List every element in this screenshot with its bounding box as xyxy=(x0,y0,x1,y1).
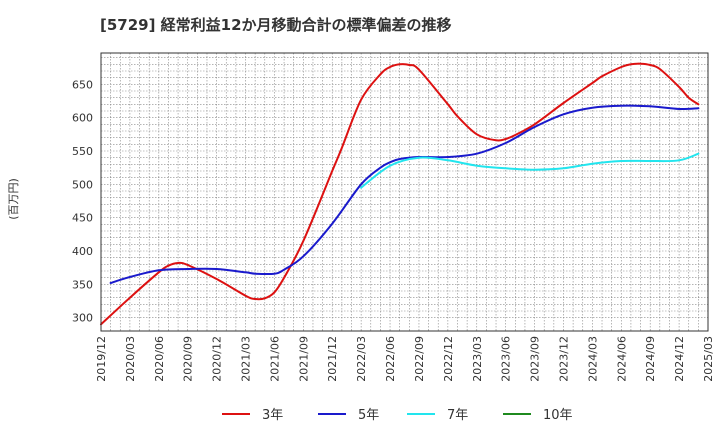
x-tick-label: 2020/12 xyxy=(211,336,224,382)
series-layer xyxy=(100,62,700,326)
x-tick-label: 2020/03 xyxy=(124,336,137,382)
y-tick-label: 600 xyxy=(72,112,93,125)
x-tick-label: 2024/09 xyxy=(644,336,657,382)
y-tick-labels: 300 350 400 450 500 550 600 650 xyxy=(72,78,93,324)
y-tick-label: 650 xyxy=(72,78,93,91)
legend-label-2: 5年 xyxy=(358,408,379,423)
y-tick-label: 500 xyxy=(72,178,93,191)
x-tick-label: 2020/09 xyxy=(182,336,195,382)
plot-area-border xyxy=(100,52,709,332)
legend-label-4: 10年 xyxy=(543,408,573,423)
plot-area-background xyxy=(101,53,708,331)
series-line-2 xyxy=(109,104,700,284)
series-line-3 xyxy=(360,152,700,189)
x-tick-label: 2023/09 xyxy=(529,336,542,382)
y-tick-label: 550 xyxy=(72,145,93,158)
x-tick-label: 2019/12 xyxy=(95,336,108,382)
legend-label-1: 3年 xyxy=(262,408,283,423)
x-tick-label: 2024/12 xyxy=(673,336,686,382)
y-axis-label: (百万円) xyxy=(7,178,20,220)
series-line-1 xyxy=(100,62,700,326)
x-tick-label: 2023/06 xyxy=(500,336,513,382)
x-tick-label: 2023/12 xyxy=(557,336,570,382)
x-tick-label: 2024/06 xyxy=(615,336,628,382)
x-tick-label: 2021/12 xyxy=(326,336,339,382)
x-tick-label: 2020/06 xyxy=(153,336,166,382)
legend-label-3: 7年 xyxy=(447,408,468,423)
x-tick-labels: 2019/12 2020/03 2020/06 2020/09 2020/12 2021/… xyxy=(95,336,715,382)
x-tick-label: 2025/03 xyxy=(702,336,715,382)
x-tick-label: 2023/03 xyxy=(471,336,484,382)
x-tick-label: 2022/12 xyxy=(442,336,455,382)
x-tick-label: 2021/06 xyxy=(268,336,281,382)
x-tick-label: 2021/03 xyxy=(240,336,253,382)
y-tick-label: 450 xyxy=(72,212,93,225)
y-tick-label: 300 xyxy=(72,312,93,325)
y-tick-label: 400 xyxy=(72,245,93,258)
x-tick-label: 2022/03 xyxy=(355,336,368,382)
x-tick-label: 2024/03 xyxy=(586,336,599,382)
x-tick-label: 2022/09 xyxy=(413,336,426,382)
x-tick-label: 2021/09 xyxy=(297,336,310,382)
grid-layer xyxy=(101,53,708,331)
x-tick-label: 2022/06 xyxy=(384,336,397,382)
legend: 3年 5年 7年 10年 xyxy=(222,408,573,423)
chart-title: [5729] 経常利益12か月移動合計の標準偏差の推移 xyxy=(100,16,452,34)
y-tick-label: 350 xyxy=(72,278,93,291)
